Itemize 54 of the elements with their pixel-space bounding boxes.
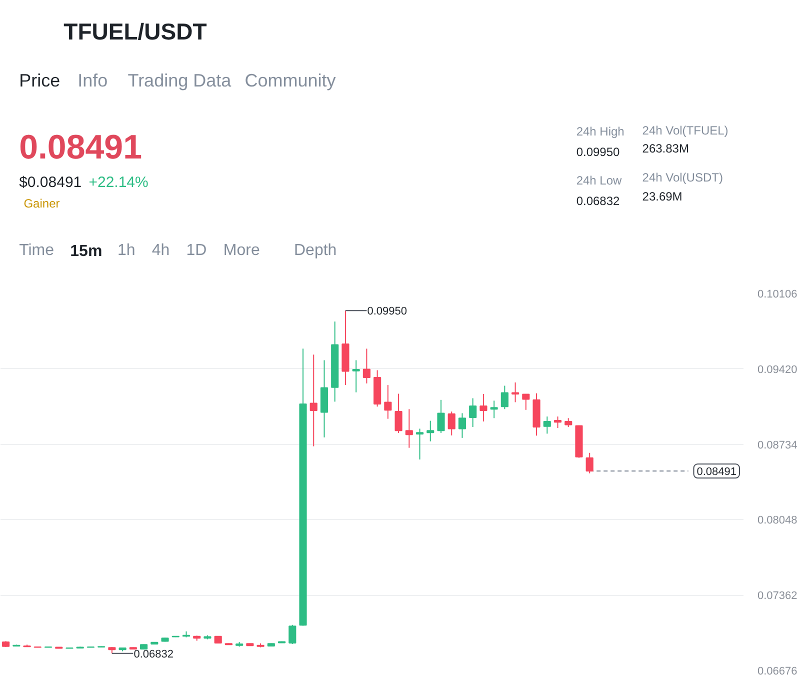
candlestick <box>394 393 402 434</box>
text: +22.14% <box>88 174 148 191</box>
candlestick <box>543 416 551 434</box>
text: Time <box>19 242 54 259</box>
y-tick-label: 0.10106 <box>758 288 798 300</box>
text: Info <box>78 70 108 90</box>
candlestick <box>512 382 520 403</box>
text: $0.08491 <box>19 174 82 191</box>
y-tick-label: 0.08048 <box>758 514 798 527</box>
text: Depth <box>294 242 337 259</box>
text: 0.06832 <box>576 194 620 208</box>
candlestick <box>362 348 370 384</box>
candlestick <box>490 400 498 419</box>
y-tick-label: 0.06676 <box>758 666 798 677</box>
candlestick <box>586 452 594 474</box>
candlestick <box>522 393 530 410</box>
text: 4h <box>152 242 170 259</box>
y-tick-label: 0.09420 <box>758 364 798 376</box>
candlestick <box>352 360 360 393</box>
text: More <box>223 242 260 259</box>
text: Gainer <box>24 196 60 210</box>
text: Trading Data <box>128 70 232 90</box>
text: 23.69M <box>642 190 682 204</box>
candlestick <box>416 428 424 460</box>
candlestick <box>480 393 488 422</box>
text: 1D <box>186 242 207 259</box>
candlestick <box>405 408 413 448</box>
annotation: 0.09950 <box>367 306 407 318</box>
chart-title: TFUEL/USDT <box>64 18 207 44</box>
candlestick <box>500 385 508 410</box>
candlestick <box>554 416 562 429</box>
candlestick <box>310 354 318 447</box>
text: Community <box>244 70 336 90</box>
text: 24h Low <box>576 174 622 188</box>
text: 24h Vol(USDT) <box>642 170 723 184</box>
y-tick-label: 0.07362 <box>758 590 798 602</box>
y-tick-label: 0.08734 <box>758 439 798 452</box>
text: 24h High <box>576 124 624 138</box>
candlestick <box>448 411 456 436</box>
annotation: 0.06832 <box>134 648 174 660</box>
text: 0.08491 <box>19 128 142 166</box>
ref-line-label: 0.08491 <box>696 466 737 478</box>
text: 15m <box>70 243 102 260</box>
text: Price <box>19 70 60 90</box>
candlestick <box>384 384 392 420</box>
text: 263.83M <box>642 142 689 156</box>
text: 0.09950 <box>576 145 620 159</box>
candlestick <box>469 398 477 428</box>
text: 24h Vol(TFUEL) <box>642 124 728 138</box>
candlestick <box>437 399 445 434</box>
candlestick <box>458 412 466 438</box>
candlestick <box>426 420 434 442</box>
candlestick <box>288 624 296 645</box>
text: 1h <box>118 242 136 259</box>
